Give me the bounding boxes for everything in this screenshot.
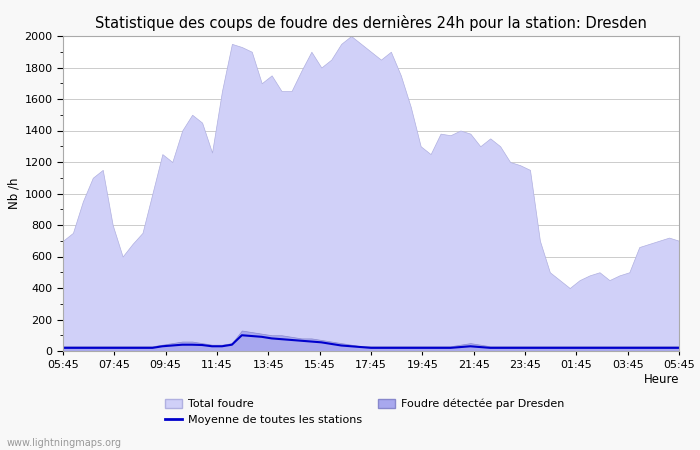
Y-axis label: Nb /h: Nb /h <box>7 178 20 209</box>
Text: www.lightningmaps.org: www.lightningmaps.org <box>7 438 122 448</box>
Legend: Total foudre, Moyenne de toutes les stations, Foudre détectée par Dresden: Total foudre, Moyenne de toutes les stat… <box>161 394 568 430</box>
Title: Statistique des coups de foudre des dernières 24h pour la station: Dresden: Statistique des coups de foudre des dern… <box>95 15 647 31</box>
Text: Heure: Heure <box>643 373 679 386</box>
